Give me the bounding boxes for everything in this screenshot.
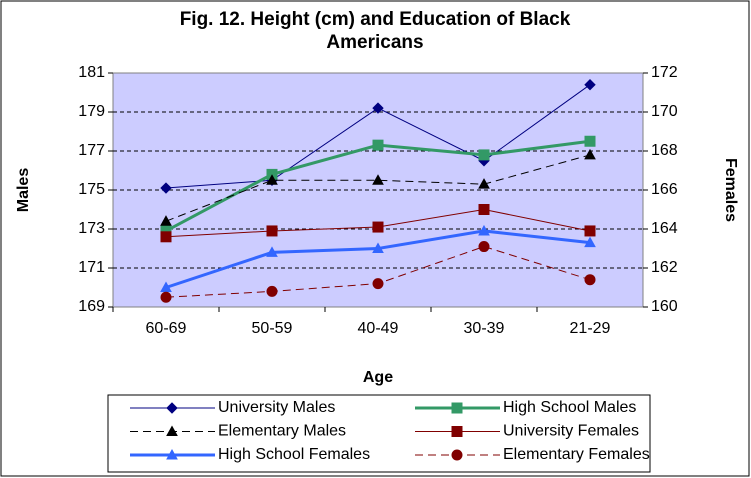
y2-tick-label: 172: [651, 64, 678, 81]
y-tick-label: 171: [78, 259, 105, 276]
marker: [584, 225, 596, 237]
y2-tick-label: 170: [651, 103, 678, 120]
marker: [372, 139, 384, 151]
y-tick-label: 181: [78, 64, 105, 81]
marker: [584, 148, 596, 160]
y2-tick-label: 164: [651, 220, 678, 237]
marker: [160, 215, 172, 226]
y-tick-label: 179: [78, 103, 105, 120]
marker: [372, 102, 384, 114]
x-tick-label: 21-29: [570, 320, 611, 337]
y2-tick-label: 166: [651, 181, 678, 198]
marker: [451, 402, 463, 414]
marker: [160, 231, 172, 243]
marker: [160, 291, 172, 303]
y2-tick-label: 168: [651, 142, 678, 159]
marker: [372, 278, 384, 290]
marker: [478, 224, 490, 236]
y-tick-label: 169: [78, 298, 105, 315]
legend-label: University Males: [218, 399, 335, 416]
marker: [584, 78, 596, 91]
marker: [266, 225, 278, 237]
marker: [451, 449, 463, 461]
marker: [451, 426, 463, 437]
y-axis-label: Males: [15, 168, 32, 213]
legend-label: University Females: [503, 423, 639, 440]
legend-label: Elementary Males: [218, 423, 346, 440]
marker: [478, 204, 490, 215]
y2-axis-label: Females: [722, 158, 739, 222]
x-tick-label: 50-59: [252, 320, 293, 337]
chart-title: Fig. 12. Height (cm) and Education of Bl…: [179, 9, 571, 53]
marker: [166, 425, 178, 436]
y-tick-label: 173: [78, 220, 105, 237]
marker: [266, 246, 278, 257]
y2-tick-label: 160: [651, 298, 678, 315]
marker: [478, 149, 490, 161]
x-tick-label: 30-39: [464, 320, 505, 337]
marker: [584, 236, 596, 248]
marker: [584, 274, 596, 286]
marker: [160, 281, 172, 292]
marker: [166, 402, 178, 414]
x-tick-label: 60-69: [146, 320, 187, 337]
y-tick-label: 175: [78, 181, 105, 198]
marker: [478, 241, 490, 253]
marker: [372, 242, 384, 253]
y-tick-label: 177: [78, 142, 105, 159]
marker: [160, 182, 172, 194]
x-tick-label: 40-49: [358, 320, 399, 337]
marker: [372, 174, 384, 185]
marker: [584, 135, 596, 147]
legend-label: High School Females: [218, 446, 370, 463]
x-axis-label: Age: [363, 369, 393, 386]
marker: [266, 174, 278, 185]
marker: [166, 448, 178, 460]
legend-label: Elementary Females: [503, 446, 650, 463]
y2-tick-label: 162: [651, 259, 678, 276]
marker: [478, 178, 490, 189]
marker: [266, 285, 278, 297]
legend-label: High School Males: [503, 399, 636, 416]
marker: [372, 221, 384, 233]
